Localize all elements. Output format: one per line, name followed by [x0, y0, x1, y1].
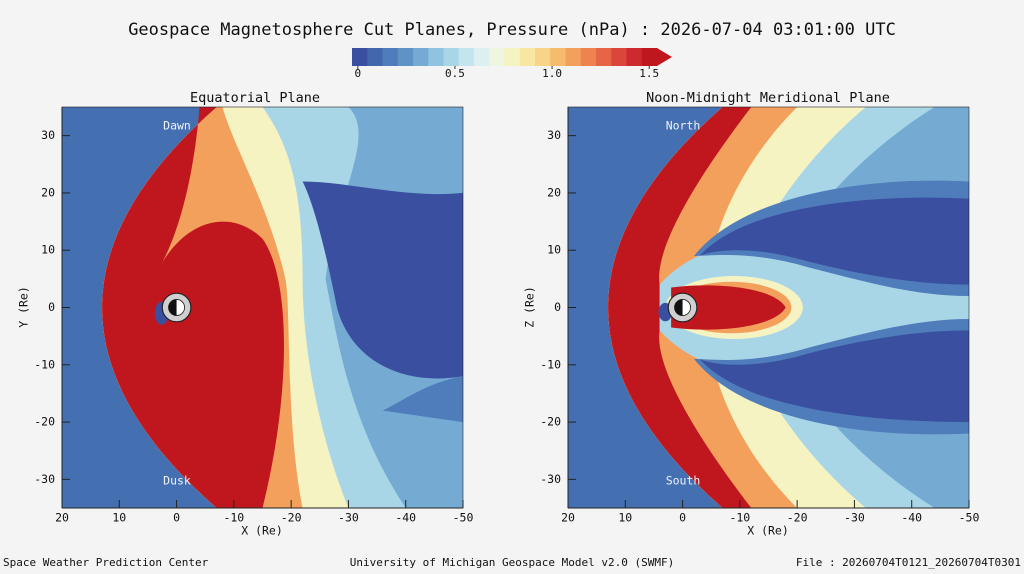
- colorbar-segment: [626, 48, 643, 66]
- y-tick-label: -10: [540, 357, 561, 371]
- footer-center: University of Michigan Geospace Model v2…: [350, 556, 675, 569]
- colorbar-segment: [565, 48, 582, 66]
- colorbar-segment: [611, 48, 627, 66]
- y-tick-label: 20: [547, 185, 561, 199]
- colorbar: 0 0.5 1.0 1.5: [352, 48, 672, 80]
- y-tick-label: 0: [48, 300, 55, 314]
- plot-area: [62, 107, 463, 508]
- colorbar-segment: [428, 48, 444, 66]
- y-tick-label: -20: [34, 415, 55, 429]
- x-tick-label: -30: [844, 511, 865, 525]
- footer-right: File : 20260704T0121_20260704T0301: [796, 556, 1021, 569]
- y-tick-label: -10: [34, 357, 55, 371]
- colorbar-segment: [413, 48, 429, 66]
- panel-title: Noon-Midnight Meridional Plane: [646, 90, 890, 106]
- y-tick-label: 10: [41, 243, 55, 257]
- colorbar-segment: [519, 48, 536, 66]
- annotation: North: [666, 119, 701, 133]
- pressure-field: [102, 107, 463, 508]
- x-axis-label: X (Re): [241, 524, 283, 538]
- colorbar-segment: [489, 48, 505, 66]
- footer-left: Space Weather Prediction Center: [3, 556, 209, 569]
- colorbar-segment: [352, 48, 368, 66]
- x-tick-label: -40: [395, 511, 416, 525]
- x-tick-label: 0: [173, 511, 180, 525]
- y-tick-label: 30: [547, 128, 561, 142]
- x-tick-label: 10: [618, 511, 632, 525]
- colorbar-segment: [580, 48, 597, 66]
- y-axis-label: Z (Re): [523, 286, 537, 328]
- x-tick-label: -30: [338, 511, 359, 525]
- x-tick-label: -40: [901, 511, 922, 525]
- x-tick-label: -10: [223, 511, 244, 525]
- colorbar-arrow: [657, 48, 672, 66]
- x-tick-label: -50: [959, 511, 980, 525]
- x-axis-label: X (Re): [747, 524, 789, 538]
- y-tick-label: 30: [41, 128, 55, 142]
- annotation: Dawn: [163, 119, 191, 133]
- colorbar-tick-label: 1.0: [542, 67, 562, 80]
- y-tick-label: 10: [547, 243, 561, 257]
- y-tick-label: 20: [41, 185, 55, 199]
- x-tick-label: 20: [55, 511, 69, 525]
- colorbar-segment: [596, 48, 612, 66]
- x-tick-label: 0: [679, 511, 686, 525]
- colorbar-segment: [382, 48, 399, 66]
- x-tick-label: 20: [561, 511, 575, 525]
- panel-title: Equatorial Plane: [190, 90, 320, 106]
- annotation: South: [666, 474, 701, 488]
- y-tick-label: 0: [554, 300, 561, 314]
- pressure-field: [608, 107, 969, 508]
- colorbar-tick-label: 1.5: [639, 67, 659, 80]
- colorbar-segment: [367, 48, 383, 66]
- colorbar-segment: [443, 48, 460, 66]
- colorbar-segment: [641, 48, 658, 66]
- colorbar-segment: [397, 48, 414, 66]
- colorbar-segment: [550, 48, 566, 66]
- y-axis-label: Y (Re): [17, 286, 31, 328]
- x-tick-label: -20: [787, 511, 808, 525]
- annotation: Dusk: [163, 474, 191, 488]
- colorbar-segment: [504, 48, 521, 66]
- x-tick-label: -10: [729, 511, 750, 525]
- colorbar-segment: [458, 48, 475, 66]
- page-title: Geospace Magnetosphere Cut Planes, Press…: [128, 20, 896, 40]
- plot-area: [568, 107, 969, 508]
- x-tick-label: -20: [281, 511, 302, 525]
- y-tick-label: -30: [34, 472, 55, 486]
- colorbar-segment: [474, 48, 490, 66]
- y-tick-label: -30: [540, 472, 561, 486]
- colorbar-segment: [535, 48, 551, 66]
- x-tick-label: -50: [453, 511, 474, 525]
- colorbar-tick-label: 0.5: [445, 67, 465, 80]
- x-tick-label: 10: [112, 511, 126, 525]
- y-tick-label: -20: [540, 415, 561, 429]
- colorbar-tick-label: 0: [355, 67, 362, 80]
